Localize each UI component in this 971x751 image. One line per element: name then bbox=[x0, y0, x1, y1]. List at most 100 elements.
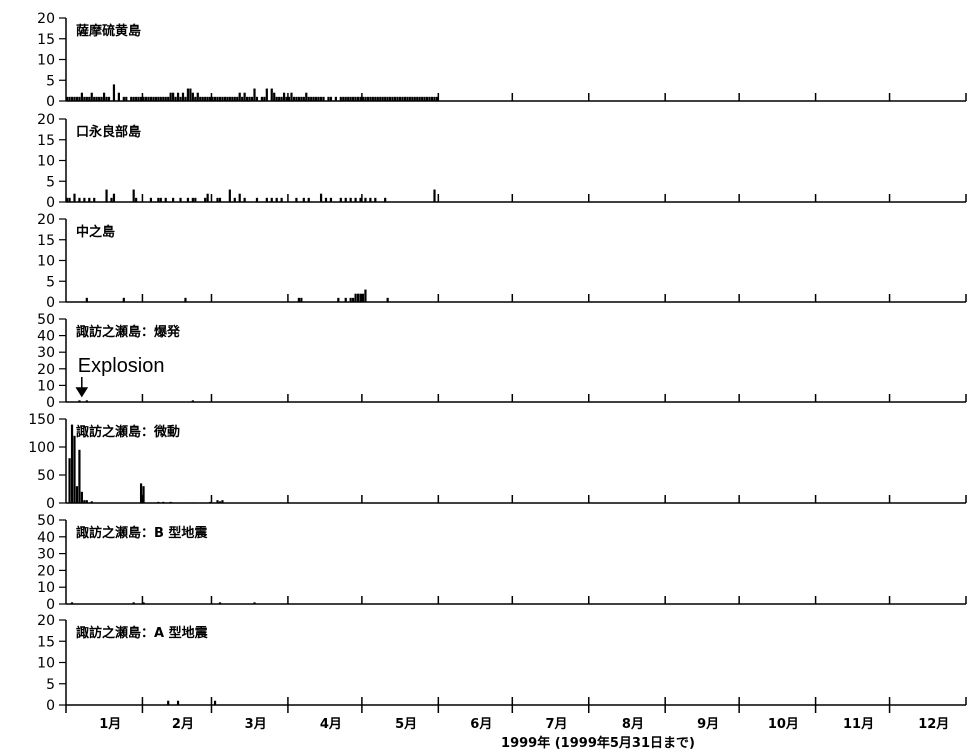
bar bbox=[238, 193, 241, 202]
bar bbox=[78, 400, 81, 402]
bar bbox=[112, 193, 116, 202]
bar bbox=[196, 92, 199, 101]
bar bbox=[334, 96, 337, 101]
x-axis: 1月 2月 3月 4月 5月 6月 7月 8月 9月 10月 11月 12月 bbox=[65, 705, 949, 732]
bar bbox=[70, 602, 74, 604]
explosion-annotation: Explosion bbox=[75, 355, 165, 398]
bar bbox=[167, 96, 170, 101]
y-tick-label: 20 bbox=[37, 613, 55, 629]
bar bbox=[154, 96, 157, 101]
bar bbox=[83, 197, 86, 202]
bar bbox=[98, 96, 101, 101]
bar bbox=[68, 96, 71, 101]
bar bbox=[411, 96, 414, 101]
bar bbox=[142, 96, 145, 101]
month-label: 11月 bbox=[843, 717, 874, 732]
bar bbox=[73, 193, 76, 202]
bar bbox=[287, 96, 291, 101]
bar bbox=[275, 197, 278, 202]
bar bbox=[157, 197, 160, 202]
y-tick-label: 10 bbox=[37, 53, 55, 69]
bar bbox=[85, 96, 88, 101]
month-label: 10月 bbox=[768, 717, 799, 732]
month-label: 5月 bbox=[395, 717, 417, 732]
panel-title: 諏訪之瀬島：A 型地震 bbox=[76, 625, 209, 641]
bar bbox=[112, 84, 116, 101]
bar bbox=[398, 96, 402, 101]
y-tick-label: 40 bbox=[37, 329, 55, 345]
y-tick-label: 10 bbox=[37, 254, 55, 270]
bar bbox=[102, 92, 106, 101]
annotation-arrow-icon bbox=[75, 377, 89, 398]
y-tick-label: 20 bbox=[37, 112, 55, 128]
bar bbox=[149, 96, 153, 101]
bar bbox=[169, 92, 172, 101]
bar bbox=[169, 501, 172, 503]
bar bbox=[384, 197, 387, 202]
bar bbox=[352, 297, 355, 302]
y-tick-label: 15 bbox=[37, 133, 55, 149]
bar bbox=[433, 189, 436, 202]
bar bbox=[418, 96, 421, 101]
bar bbox=[70, 424, 74, 503]
bar bbox=[369, 96, 372, 101]
y-tick-label: 40 bbox=[37, 530, 55, 546]
bar bbox=[428, 96, 431, 101]
bar bbox=[159, 197, 162, 202]
bar bbox=[216, 197, 219, 202]
bar bbox=[107, 96, 111, 101]
bar bbox=[78, 197, 81, 202]
bar bbox=[135, 96, 138, 101]
bar bbox=[248, 96, 251, 101]
bar bbox=[265, 88, 268, 101]
bar bbox=[139, 483, 143, 503]
bar bbox=[162, 96, 165, 101]
panel-3: 0 5 10 15 20 中之島 bbox=[37, 212, 967, 311]
panel-title: 諏訪之瀬島：微動 bbox=[76, 424, 180, 440]
bar bbox=[226, 96, 229, 101]
bar bbox=[223, 96, 227, 101]
panel-7: 0 5 10 15 20 諏訪之瀬島：A 型地震 bbox=[37, 613, 967, 714]
panel-title: 諏訪之瀬島：爆発 bbox=[76, 324, 181, 340]
bar bbox=[125, 96, 128, 101]
bar bbox=[184, 297, 187, 302]
bar bbox=[85, 500, 88, 503]
bar bbox=[221, 96, 224, 101]
bar bbox=[253, 602, 256, 604]
bar bbox=[117, 92, 120, 101]
bar bbox=[435, 96, 439, 101]
bar bbox=[359, 197, 362, 202]
bar bbox=[204, 96, 207, 101]
bar bbox=[270, 197, 273, 202]
month-label: 12月 bbox=[918, 717, 949, 732]
bar bbox=[255, 197, 259, 202]
bar bbox=[191, 197, 194, 202]
bar bbox=[233, 197, 236, 202]
y-tick-label: 50 bbox=[37, 513, 55, 529]
bar bbox=[386, 96, 389, 101]
month-label: 9月 bbox=[697, 717, 719, 732]
bar bbox=[300, 297, 303, 302]
bar bbox=[243, 197, 246, 202]
annotation-label: Explosion bbox=[78, 355, 165, 377]
bar bbox=[149, 197, 153, 202]
month-label: 6月 bbox=[470, 717, 492, 732]
bar bbox=[359, 293, 362, 302]
bar bbox=[164, 96, 167, 101]
bar bbox=[364, 96, 367, 101]
bar bbox=[147, 96, 150, 101]
bar bbox=[317, 96, 320, 101]
bar bbox=[300, 96, 303, 101]
bar bbox=[403, 96, 407, 101]
bar bbox=[376, 96, 379, 101]
bar bbox=[401, 96, 404, 101]
y-tick-label: 100 bbox=[28, 440, 55, 456]
y-tick-label: 20 bbox=[37, 563, 55, 579]
bar bbox=[349, 197, 352, 202]
bar bbox=[68, 458, 71, 503]
y-tick-label: 5 bbox=[46, 677, 55, 693]
bar bbox=[270, 88, 273, 101]
bar bbox=[310, 96, 313, 101]
